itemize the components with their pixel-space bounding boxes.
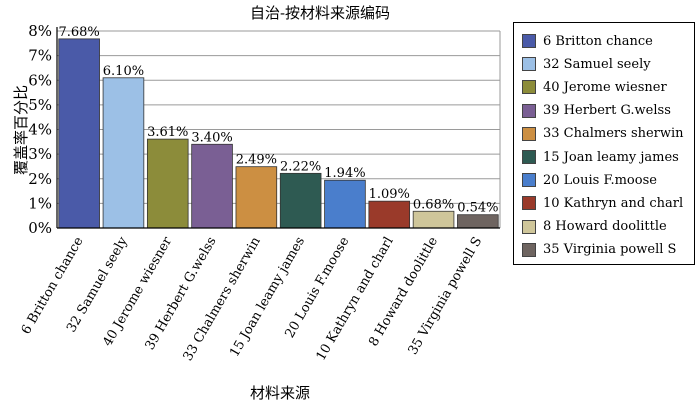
bar-1 — [58, 38, 100, 229]
legend-item: 35 Virginia powell S — [522, 240, 676, 260]
legend-item: 32 Samuel seely — [522, 54, 651, 74]
data-label: 0.54% — [457, 201, 498, 216]
legend-item: 20 Louis F.moose — [522, 170, 657, 190]
y-tick-label: 3% — [28, 145, 52, 163]
legend-label: 8 Howard doolittle — [543, 219, 667, 235]
chart-title: 自治-按材料来源编码 — [249, 4, 391, 22]
y-tick-label: 4% — [28, 121, 52, 139]
legend-label: 15 Joan leamy james — [543, 149, 679, 165]
data-label: 7.68% — [58, 25, 99, 40]
axes-layer — [56, 27, 500, 229]
legend-label: 39 Herbert G.welss — [543, 103, 671, 119]
legend-swatch — [522, 196, 536, 211]
legend-item: 15 Joan leamy james — [522, 147, 679, 167]
legend-swatch — [522, 34, 536, 48]
legend-item: 39 Herbert G.welss — [522, 101, 671, 121]
x-tick-label: 10 Kathryn and charl — [314, 235, 397, 364]
y-tick-label: 7% — [28, 47, 52, 65]
data-label: 2.22% — [280, 159, 321, 174]
bars-layer — [58, 38, 499, 229]
bar-7 — [324, 179, 366, 229]
bar-10 — [457, 214, 499, 229]
bar-4 — [191, 143, 233, 229]
legend-item: 40 Jerome wiesner — [522, 77, 667, 97]
x-tick-label: 33 Chalmers sherwin — [181, 234, 265, 364]
bar-9 — [412, 210, 455, 229]
legend-label: 20 Louis F.moose — [543, 172, 657, 188]
data-label: 3.61% — [147, 125, 188, 140]
data-label: 0.68% — [413, 197, 454, 212]
legend-swatch — [522, 219, 536, 234]
y-tick-label: 0% — [28, 219, 52, 237]
data-label: 1.94% — [324, 166, 365, 181]
x-axis-label: 材料来源 — [249, 384, 310, 402]
legend-swatch — [522, 57, 536, 72]
y-tick-label: 6% — [28, 71, 52, 89]
y-tick-label: 2% — [28, 170, 52, 188]
legend: 6 Britton chance 32 Samuel seely 40 Jerome… — [513, 22, 695, 265]
bar-2 — [102, 77, 145, 229]
data-label: 3.40% — [191, 130, 232, 145]
y-tick-label: 1% — [28, 194, 52, 212]
bar-3 — [146, 138, 189, 229]
legend-label: 33 Chalmers sherwin — [543, 126, 684, 142]
legend-label: 40 Jerome wiesner — [543, 79, 667, 95]
legend-swatch — [522, 126, 536, 141]
legend-swatch — [522, 103, 536, 118]
legend-swatch — [522, 150, 536, 164]
legend-item: 10 Kathryn and charl — [522, 193, 683, 213]
bar-8 — [368, 200, 411, 229]
legend-item: 6 Britton chance — [522, 31, 653, 51]
y-axis-label: 覆盖率百分比 — [12, 85, 30, 176]
legend-label: 6 Britton chance — [543, 33, 653, 49]
legend-label: 35 Virginia powell S — [543, 242, 677, 258]
legend-swatch — [522, 173, 536, 188]
legend-label: 10 Kathryn and charl — [543, 195, 684, 211]
data-label: 2.49% — [236, 153, 277, 168]
data-label: 6.10% — [103, 64, 144, 79]
legend-swatch — [522, 242, 536, 257]
legend-item: 33 Chalmers sherwin — [522, 124, 684, 144]
legend-swatch — [522, 80, 536, 95]
y-tick-label: 5% — [28, 96, 52, 114]
bar-6 — [279, 172, 322, 229]
legend-label: 32 Samuel seely — [543, 56, 651, 72]
y-tick-label: 8% — [28, 22, 52, 40]
legend-item: 8 Howard doolittle — [522, 217, 667, 237]
grid-layer — [57, 30, 501, 228]
bar-5 — [235, 166, 278, 229]
data-label: 1.09% — [369, 187, 410, 202]
